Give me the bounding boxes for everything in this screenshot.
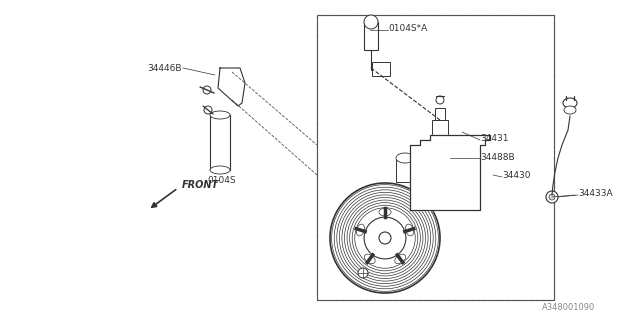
Text: 0104S: 0104S <box>208 175 236 185</box>
Circle shape <box>546 191 558 203</box>
Ellipse shape <box>210 166 230 174</box>
Ellipse shape <box>210 111 230 119</box>
Circle shape <box>460 182 476 198</box>
Circle shape <box>460 152 476 168</box>
Bar <box>396 160 414 182</box>
Circle shape <box>204 106 212 114</box>
Ellipse shape <box>396 153 414 163</box>
Circle shape <box>364 15 378 29</box>
Circle shape <box>203 86 211 94</box>
Text: 34433A: 34433A <box>578 188 612 197</box>
Polygon shape <box>218 68 245 106</box>
Bar <box>317 15 554 300</box>
Bar <box>210 115 230 170</box>
Ellipse shape <box>564 106 576 114</box>
Circle shape <box>436 151 444 159</box>
Bar <box>432 120 448 142</box>
Ellipse shape <box>563 98 577 108</box>
Circle shape <box>424 152 440 168</box>
Bar <box>364 22 378 50</box>
Polygon shape <box>410 135 490 210</box>
Text: 34446B: 34446B <box>147 63 182 73</box>
Bar <box>435 108 445 120</box>
Circle shape <box>379 232 391 244</box>
Text: 34431: 34431 <box>480 133 509 142</box>
Circle shape <box>424 182 440 198</box>
Text: FRONT: FRONT <box>182 180 219 190</box>
Circle shape <box>364 217 406 259</box>
Ellipse shape <box>364 254 375 264</box>
Circle shape <box>433 148 447 162</box>
Text: 0104S*A: 0104S*A <box>388 23 428 33</box>
Ellipse shape <box>395 254 406 264</box>
Bar <box>372 62 390 76</box>
Text: 34488B: 34488B <box>480 153 515 162</box>
Ellipse shape <box>379 208 391 216</box>
Text: A348001090: A348001090 <box>541 303 595 312</box>
Text: 34430: 34430 <box>502 171 531 180</box>
Circle shape <box>358 268 368 278</box>
Circle shape <box>549 194 555 200</box>
Ellipse shape <box>356 224 365 236</box>
Ellipse shape <box>406 224 413 236</box>
Circle shape <box>226 70 238 82</box>
Bar <box>317 15 554 300</box>
Circle shape <box>436 96 444 104</box>
